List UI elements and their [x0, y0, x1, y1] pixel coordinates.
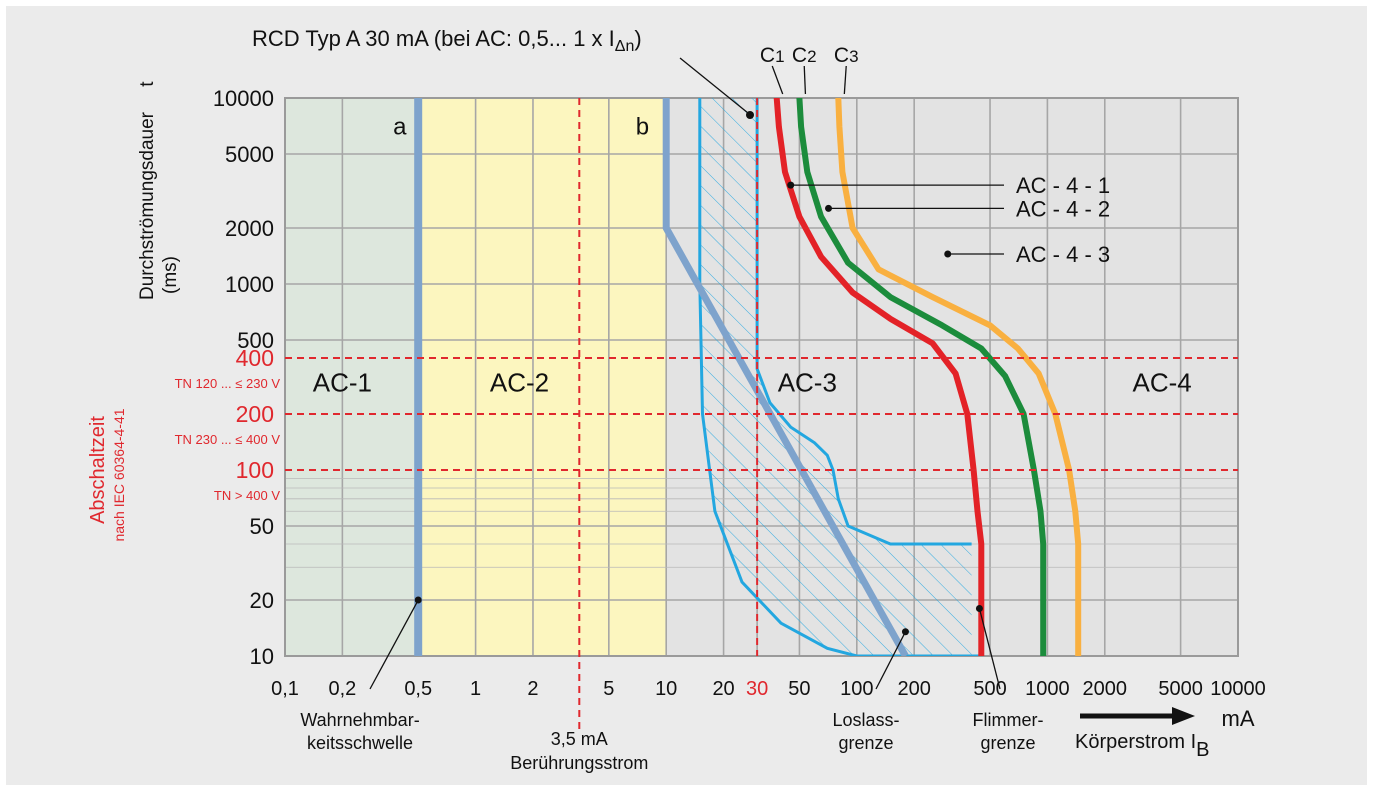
y-tick-label: 1000 — [225, 272, 274, 297]
labels-layer: 0,1 0,2 0,5 1 2 5 10 20 30 50 100 200 500 1000 2000 500… — [87, 26, 1266, 773]
annotation-dot — [975, 605, 983, 613]
x-tick-label: 0,2 — [328, 678, 356, 700]
y-tick-label: 500 — [237, 328, 274, 353]
touch-current-label: Berührungsstrom — [510, 753, 648, 773]
x-tick-label: 5000 — [1158, 678, 1203, 700]
region-label: AC-2 — [490, 367, 549, 397]
curve-label: C1 — [760, 44, 785, 67]
x-tick-label: 100 — [840, 678, 873, 700]
shutoff-note: TN 230 ... ≤ 400 V — [175, 432, 281, 447]
region-label: AC-3 — [778, 367, 837, 397]
annotation-line2: grenze — [838, 733, 893, 753]
x-tick-label: 1 — [470, 678, 481, 700]
ac4-dot — [944, 250, 952, 258]
ac4-sublabel: AC - 4 - 2 — [1016, 196, 1110, 221]
y-tick-label: 200 — [236, 401, 274, 427]
ac4-sublabel: AC - 4 - 3 — [1016, 242, 1110, 267]
curve-c3 — [835, 98, 1082, 656]
annotation-leader — [875, 631, 907, 690]
annotation-leader — [978, 608, 1001, 690]
x-tick-label: 200 — [897, 678, 930, 700]
y-axis-unit: (ms) — [160, 256, 181, 294]
rcd-left-boundary — [698, 98, 858, 656]
x-tick-label: 30 — [746, 678, 768, 700]
annotation-leader — [369, 599, 419, 690]
curve-c1 — [773, 98, 985, 656]
shutoff-label: Abschaltzeit — [87, 416, 109, 524]
curve-leader — [843, 65, 847, 95]
annotation-line1: Wahrnehmbar- — [300, 710, 419, 730]
x-tick-label: 5 — [603, 678, 614, 700]
curve-c2 — [796, 98, 1047, 656]
rcd-hatched-area — [699, 98, 982, 656]
x-tick-label: 2 — [527, 678, 538, 700]
x-axis-unit: mA — [1222, 706, 1255, 731]
y-tick-label: 10000 — [213, 86, 274, 111]
x-tick-label: 10 — [655, 678, 677, 700]
ac4-dot — [787, 181, 795, 189]
region-label: AC-4 — [1133, 367, 1192, 397]
x-axis-arrow-head — [1172, 707, 1195, 725]
x-tick-label: 2000 — [1083, 678, 1128, 700]
reference-lines — [285, 57, 1238, 730]
x-tick-label: 0,5 — [404, 678, 432, 700]
shutoff-sublabel: nach IEC 60364-4-41 — [111, 408, 127, 541]
region-ac-2 — [418, 98, 667, 656]
title-leader — [679, 57, 749, 114]
region-label: AC-1 — [313, 367, 372, 397]
region-ac-1 — [285, 98, 419, 656]
boundary-b-line — [662, 98, 909, 656]
curve-leader — [771, 65, 784, 95]
touch-current-value: 3,5 mA — [551, 729, 608, 749]
annotation-line1: Loslass- — [832, 710, 899, 730]
series-layer — [414, 98, 1082, 656]
y-tick-label: 5000 — [225, 142, 274, 167]
y-axis-label: Durchströmungsdauer t — [137, 81, 158, 300]
annotation-dot — [414, 596, 422, 604]
y-tick-label: 2000 — [225, 216, 274, 241]
x-tick-label: 10000 — [1210, 678, 1266, 700]
annotation-dot — [901, 628, 909, 636]
zone-letter: a — [393, 114, 407, 141]
rcd-right-boundary — [755, 98, 972, 546]
x-tick-label: 20 — [712, 678, 734, 700]
x-axis-label: Körperstrom IB — [1075, 731, 1210, 761]
x-tick-label: 1000 — [1025, 678, 1070, 700]
ac4-sublabel: AC - 4 - 1 — [1016, 173, 1110, 198]
x-tick-label: 0,1 — [271, 678, 299, 700]
y-tick-label: 20 — [250, 588, 274, 613]
shutoff-note: TN 120 ... ≤ 230 V — [175, 376, 281, 391]
y-tick-label: 400 — [236, 345, 274, 371]
ac4-dot — [825, 204, 833, 212]
x-tick-label: 500 — [973, 678, 1006, 700]
annotation-line2: grenze — [980, 733, 1035, 753]
curve-label: C3 — [834, 44, 859, 67]
title-dot — [746, 111, 754, 119]
zone-letter: b — [636, 114, 649, 141]
annotation-line1: Flimmer- — [973, 710, 1044, 730]
y-tick-label: 50 — [250, 514, 274, 539]
shutoff-note: TN > 400 V — [214, 488, 280, 503]
plot-border — [284, 97, 1239, 657]
x-tick-label: 50 — [788, 678, 810, 700]
curve-label: C2 — [792, 44, 817, 67]
y-tick-label: 10 — [250, 644, 274, 669]
curve-leader — [803, 65, 807, 95]
annotation-line2: keitsschwelle — [307, 733, 413, 753]
chart-title: RCD Typ A 30 mA (bei AC: 0,5... 1 x IΔn) — [252, 26, 642, 55]
y-tick-label: 100 — [236, 457, 274, 483]
